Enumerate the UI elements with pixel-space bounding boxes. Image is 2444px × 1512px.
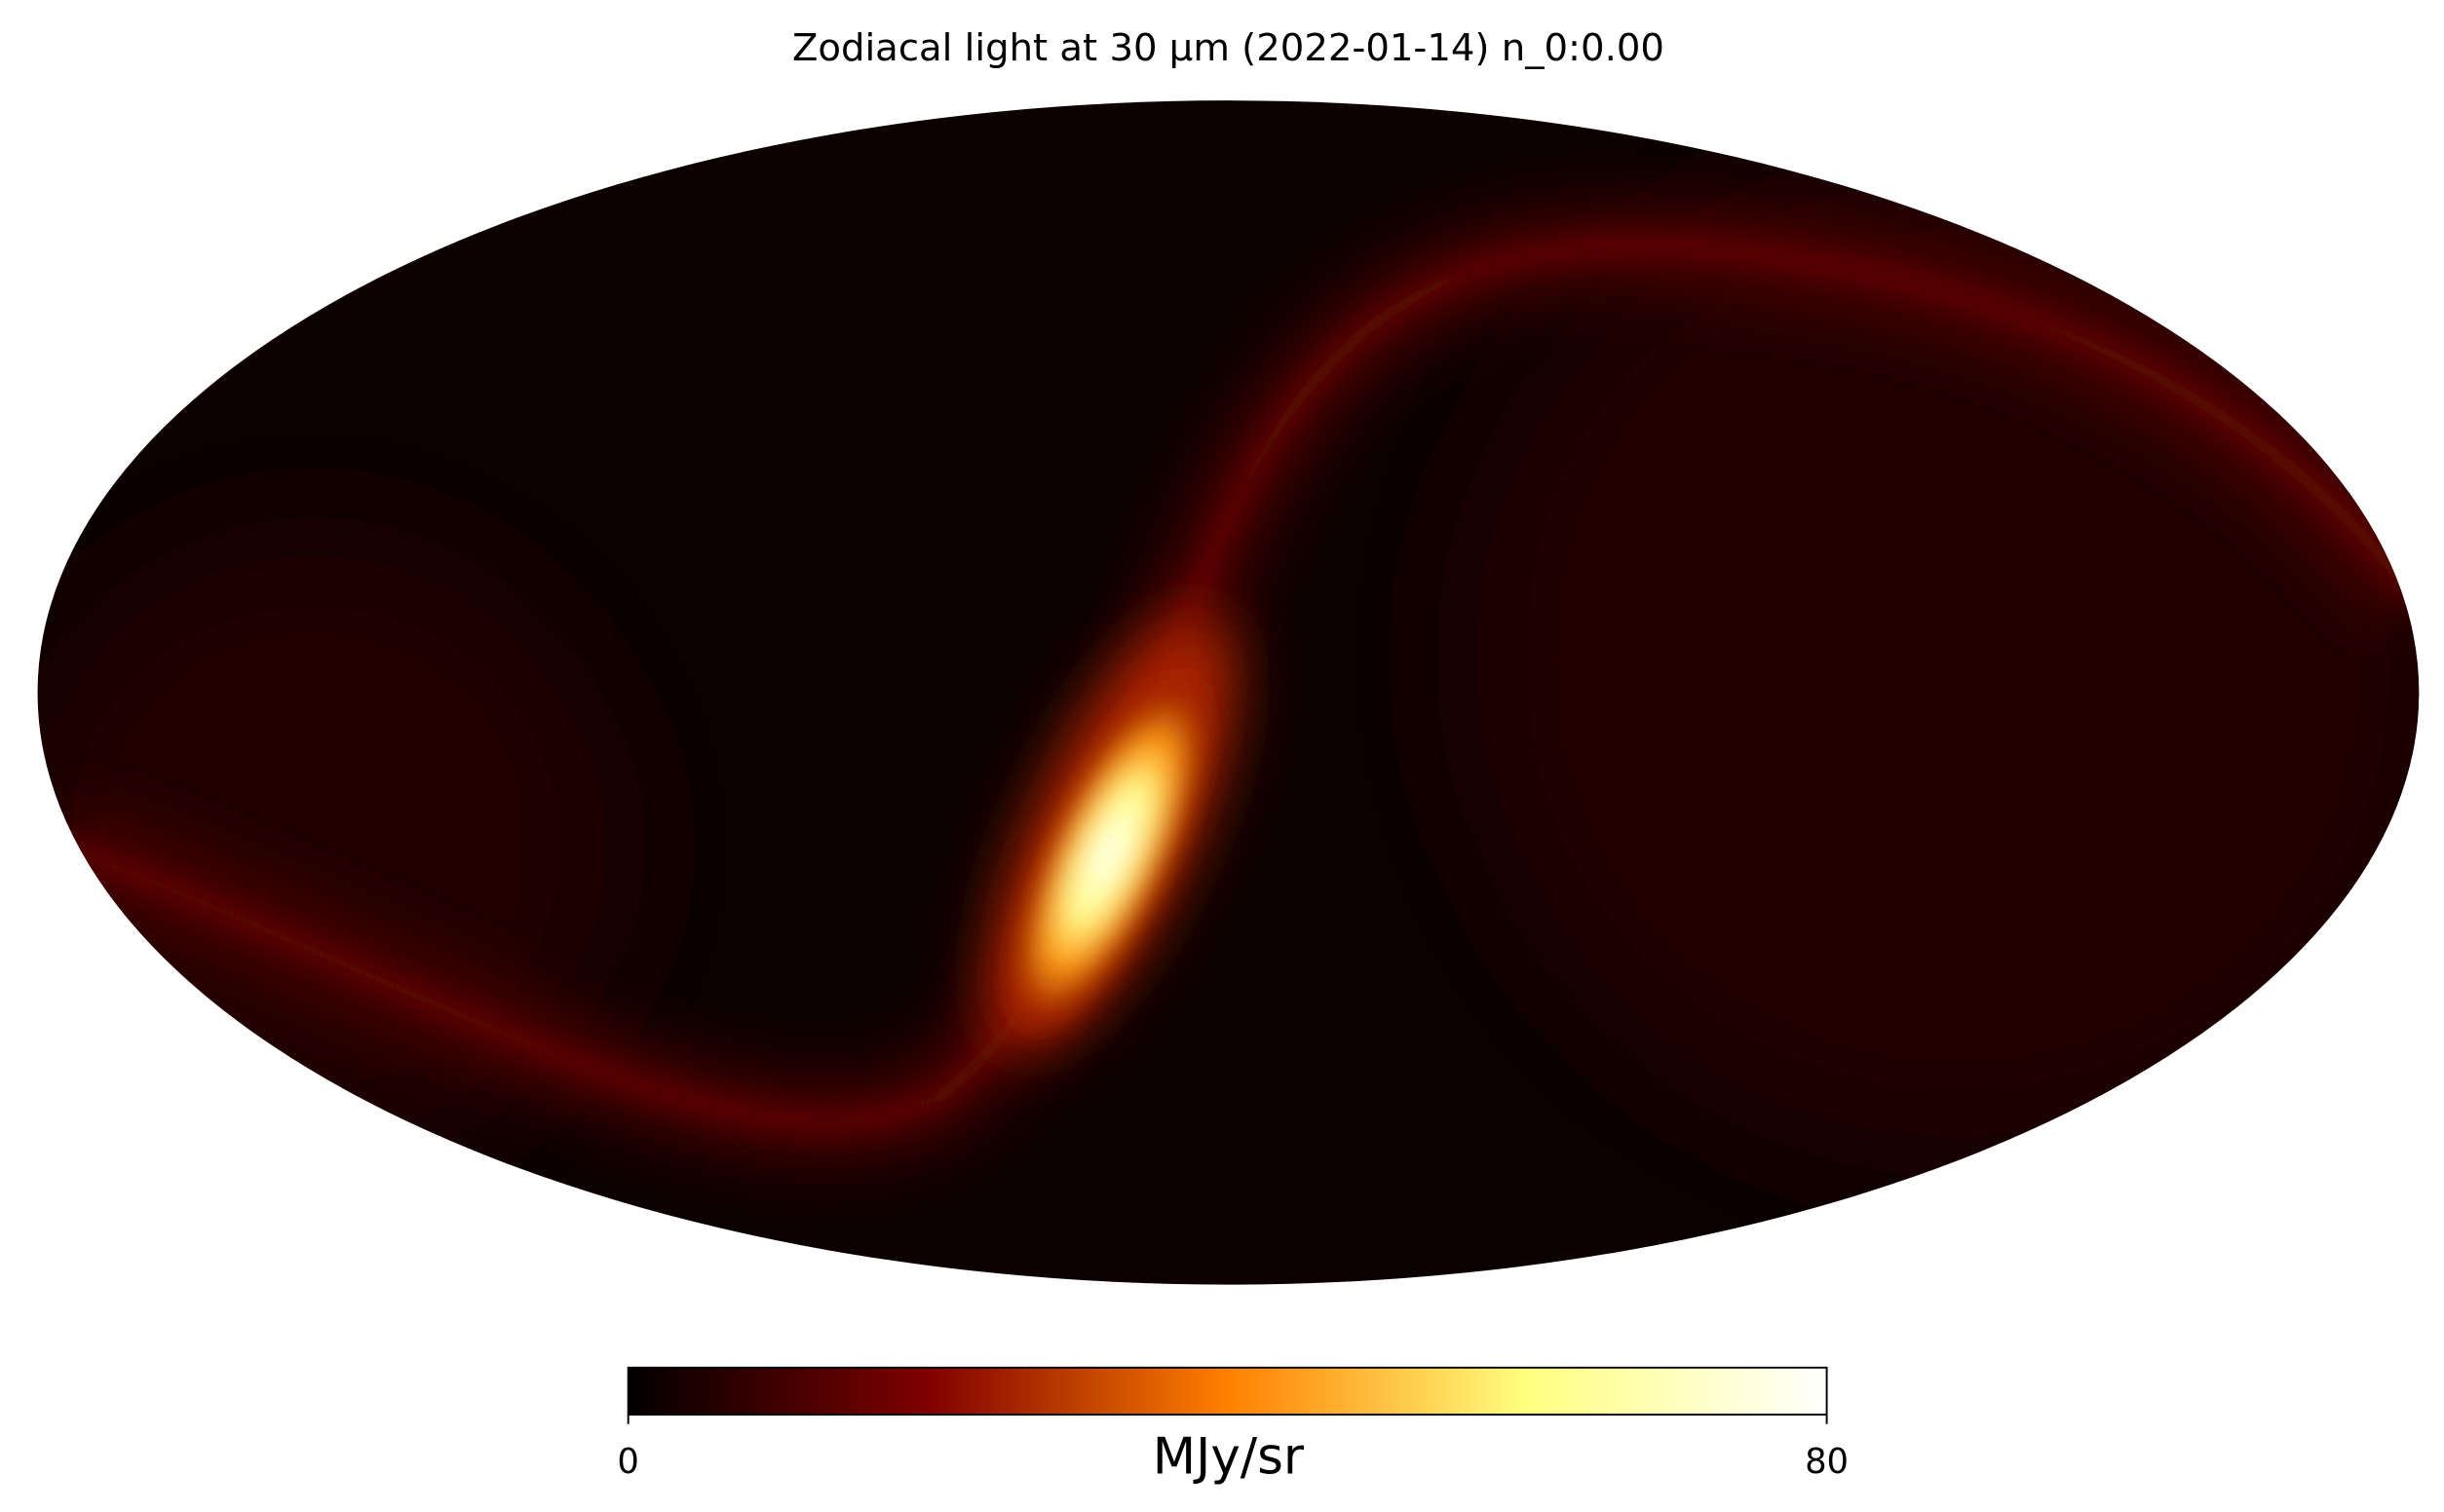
colorbar-label: MJy/sr <box>1153 1428 1305 1487</box>
colorbar-tick-label: 0 <box>617 1442 639 1482</box>
sky-map <box>37 100 2420 1285</box>
chart-title: Zodiacal light at 30 µm (2022-01-14) n_0… <box>792 26 1664 70</box>
colorbar <box>627 1366 1828 1416</box>
colorbar-tick-label: 80 <box>1805 1442 1849 1482</box>
